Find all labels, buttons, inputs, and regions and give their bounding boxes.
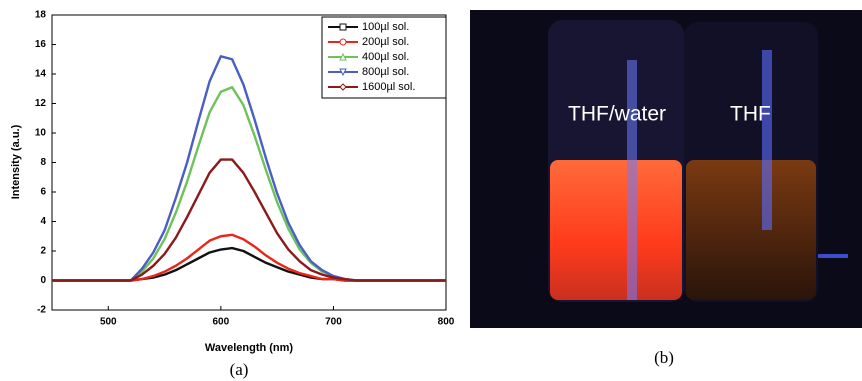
x-axis-label: Wavelength (nm)	[205, 342, 294, 354]
y-tick-label: 16	[35, 39, 47, 50]
series-line	[52, 158, 446, 282]
legend-marker	[339, 83, 347, 91]
y-tick-label: 10	[35, 128, 47, 139]
x-tick-label: 600	[213, 317, 230, 328]
y-tick-label: 4	[40, 216, 46, 227]
legend-label: 400µl sol.	[362, 51, 409, 63]
caption: (b)	[654, 348, 674, 367]
y-tick-label: 0	[40, 275, 46, 286]
series-line	[52, 55, 446, 282]
legend-marker	[339, 52, 347, 61]
legend-label: 800µl sol.	[362, 66, 409, 78]
series-line	[52, 246, 446, 282]
y-tick-label: 18	[35, 10, 47, 21]
x-tick-label: 800	[438, 317, 455, 328]
y-axis-label: Intensity (a.u.)	[10, 124, 22, 199]
x-tick-label: 700	[325, 317, 342, 328]
y-tick-label: 6	[40, 187, 46, 198]
legend-marker	[339, 68, 347, 77]
legend-label: 200µl sol.	[362, 36, 409, 48]
legend-marker	[339, 38, 347, 46]
y-tick-label: 14	[35, 69, 47, 80]
legend-label: 1600µl sol.	[362, 81, 415, 93]
y-tick-label: -2	[37, 305, 46, 316]
legend-label: 100µl sol.	[362, 21, 409, 33]
photo-label: THF/water	[568, 103, 666, 126]
y-tick-label: 12	[35, 98, 47, 109]
x-tick-label: 500	[100, 317, 117, 328]
photo: THF/water THF	[470, 10, 862, 328]
series-line	[52, 233, 446, 282]
y-tick-label: 8	[40, 157, 46, 168]
legend-marker	[339, 23, 347, 31]
caption: (a)	[230, 360, 249, 379]
photo-label: THF	[730, 103, 771, 126]
y-tick-label: 2	[40, 246, 46, 257]
